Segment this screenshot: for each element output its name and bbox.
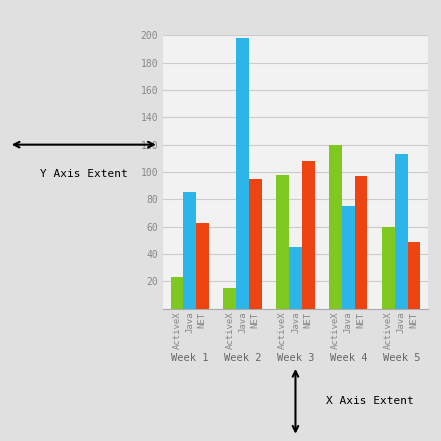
Bar [196, 223, 209, 309]
Bar [407, 242, 420, 309]
Bar [236, 38, 249, 309]
Bar [355, 176, 367, 309]
Text: Y Axis Extent: Y Axis Extent [40, 169, 127, 179]
Bar [329, 145, 342, 309]
Text: Week 5: Week 5 [382, 353, 420, 363]
Text: Week 3: Week 3 [277, 353, 314, 363]
Text: Week 4: Week 4 [329, 353, 367, 363]
Text: Week 1: Week 1 [171, 353, 209, 363]
Bar [382, 227, 395, 309]
Bar [224, 288, 236, 309]
Bar [289, 247, 302, 309]
Bar [171, 277, 183, 309]
Bar [249, 179, 262, 309]
Text: X Axis Extent: X Axis Extent [326, 396, 414, 406]
Bar [342, 206, 355, 309]
Bar [277, 175, 289, 309]
Bar [395, 154, 407, 309]
Bar [183, 192, 196, 309]
Text: Week 2: Week 2 [224, 353, 262, 363]
Bar [302, 161, 314, 309]
